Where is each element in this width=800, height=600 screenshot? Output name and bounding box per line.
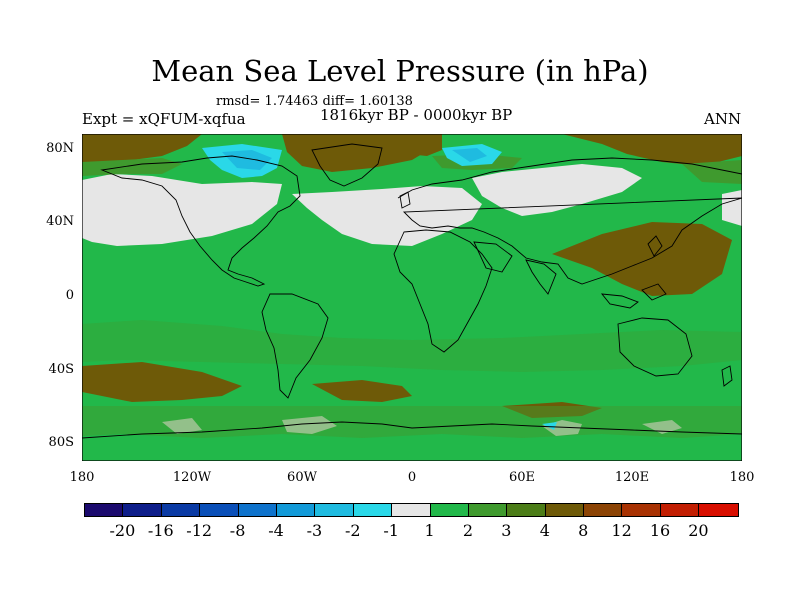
colorbar-label: 4 [539,521,550,540]
lon-label-0: 0 [407,470,417,485]
colorbar-box [161,504,201,516]
colorbar-label: -1 [383,521,399,540]
colorbar-box [85,504,124,516]
negative-regions [202,144,557,430]
colorbar [84,503,739,517]
lon-label-180w: 180 [69,470,95,485]
colorbar-box [622,504,661,516]
colorbar-label: -12 [186,521,213,540]
experiment-label: Expt = xQFUM-xqfua [82,110,246,128]
colorbar-label: -8 [229,521,246,540]
lon-label-120w: 120W [172,470,212,485]
stats-text: rmsd= 1.74463 diff= 1.60138 [216,94,413,109]
colorbar-box [468,504,508,516]
colorbar-box [200,504,239,516]
plot-title: Mean Sea Level Pressure (in hPa) [151,54,649,88]
colorbar-label: 8 [578,521,589,540]
colorbar-box [276,504,316,516]
lat-label-80s: 80S [48,435,74,450]
colorbar-box [699,504,738,516]
colorbar-box [545,504,585,516]
colorbar-label: -20 [109,521,136,540]
lat-label-0: 0 [65,288,74,303]
season-label: ANN [704,110,742,128]
colorbar-box [238,504,277,516]
colorbar-box [392,504,431,516]
coastlines [82,143,742,439]
lon-label-60e: 60E [508,470,536,485]
colorbar-box [123,504,162,516]
colorbar-box [353,504,393,516]
colorbar-box [315,504,354,516]
pressure-map [82,134,742,461]
lon-label-180e: 180 [729,470,755,485]
colorbar-label: 12 [611,521,632,540]
colorbar-label: 3 [501,521,512,540]
colorbar-label: -2 [345,521,361,540]
colorbar-label: -4 [268,521,284,540]
lon-label-60w: 60W [287,470,317,485]
colorbar-box [430,504,469,516]
colorbar-label: 16 [649,521,671,540]
lon-label-120e: 120E [614,470,650,485]
colorbar-label: -3 [306,521,323,540]
colorbar-label: -16 [147,521,174,540]
lat-label-40n: 40N [46,214,74,229]
colorbar-box [507,504,546,516]
positive-medium-regions [82,154,742,438]
colorbar-box [660,504,700,516]
colorbar-label: 1 [424,521,435,540]
colorbar-label: 20 [688,521,709,540]
colorbar-box [584,504,623,516]
lat-label-80n: 80N [46,141,74,156]
period-label: 1816kyr BP - 0000kyr BP [320,106,513,124]
colorbar-label: 2 [462,521,474,540]
lat-label-40s: 40S [48,362,74,377]
